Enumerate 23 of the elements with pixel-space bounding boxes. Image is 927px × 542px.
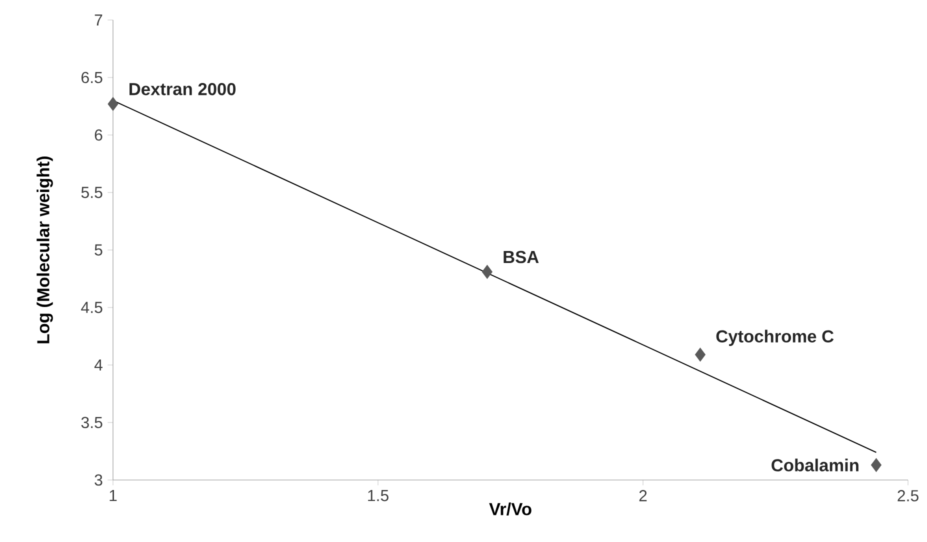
x-axis-title: Vr/Vo (489, 502, 532, 516)
annotation: Dextran 2000 (130, 82, 236, 96)
y-tick-label: 6.5 (82, 72, 102, 84)
point (694, 348, 706, 362)
y-tick-label: 3.5 (81, 416, 102, 428)
point (108, 97, 118, 111)
y-tick-label: 4.5 (81, 302, 102, 314)
y-tick-label: 5.5 (81, 186, 102, 198)
x-tick-label: 2.5 (898, 490, 918, 502)
y-tick-label: 3 (94, 474, 102, 486)
y-tick-label: 6 (94, 129, 102, 141)
annotation: Cobalamin (772, 458, 858, 472)
y-axis-title: Log (Molecular weight) (36, 156, 53, 344)
x-tick-label: 1.5 (368, 490, 388, 502)
x-tick-label: 1 (110, 490, 117, 502)
y-tick-label: 7 (94, 14, 102, 26)
point (482, 264, 492, 279)
y-tick-label: 5 (94, 244, 102, 256)
annotation: Cytochrome C (716, 330, 834, 346)
y-tick-label: 4 (94, 360, 102, 371)
point (870, 458, 882, 472)
x-tick-label: 2 (639, 490, 647, 502)
annotation: BSA (504, 250, 539, 264)
